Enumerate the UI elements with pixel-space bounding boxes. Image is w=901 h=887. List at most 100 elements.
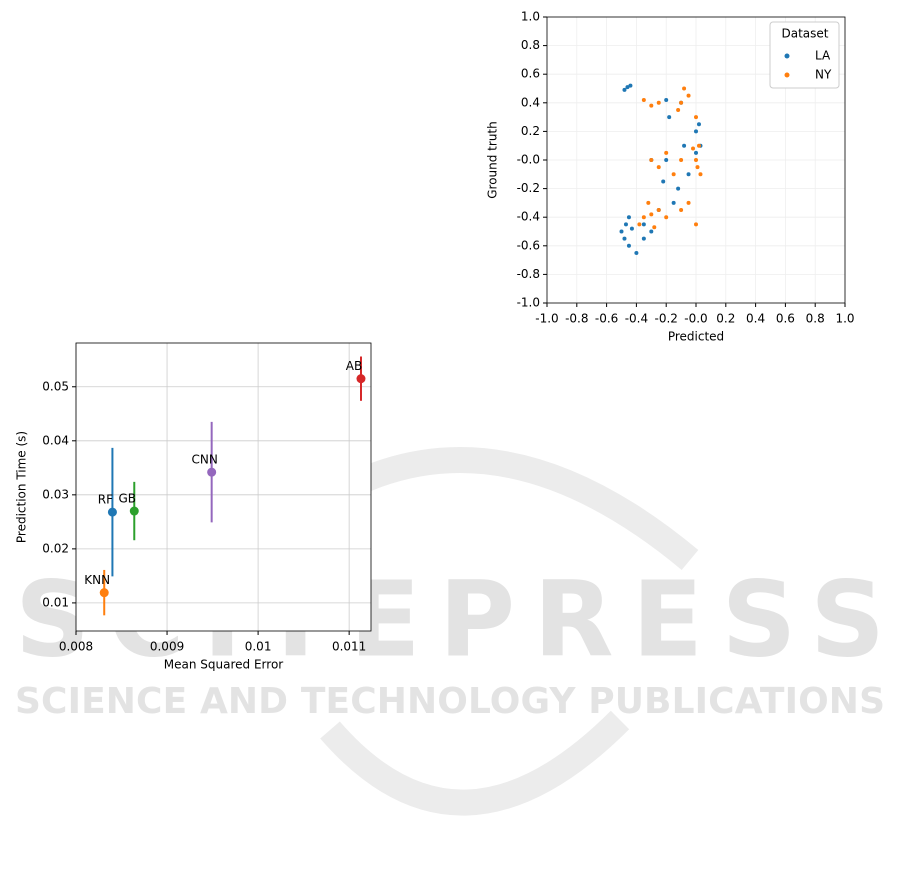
point <box>356 374 366 384</box>
point <box>129 506 139 516</box>
y-tick-label: -0.6 <box>517 238 540 252</box>
plot-frame <box>546 16 846 304</box>
point <box>694 115 698 120</box>
point <box>664 97 669 102</box>
point <box>207 467 217 477</box>
point <box>99 588 109 598</box>
x-tick-label: 0.6 <box>776 312 795 326</box>
point <box>686 200 691 205</box>
legend-marker <box>784 53 790 59</box>
point <box>661 179 666 184</box>
point <box>656 208 661 213</box>
y-tick-label: 0.03 <box>42 487 69 501</box>
point <box>641 215 646 220</box>
y-tick-label: 0.6 <box>521 67 540 81</box>
y-tick-label: -0.0 <box>517 153 540 167</box>
point <box>656 165 661 170</box>
watermark-swoosh <box>320 710 630 816</box>
point <box>626 215 631 220</box>
point <box>696 122 701 127</box>
point <box>107 507 117 517</box>
point <box>649 212 654 217</box>
point <box>698 172 703 177</box>
x-tick-label: 0.4 <box>746 312 765 326</box>
point <box>686 172 691 177</box>
legend-box <box>769 21 840 89</box>
point <box>695 165 700 170</box>
y-tick-label: -0.8 <box>517 267 540 281</box>
legend-label: NY <box>815 68 832 82</box>
x-tick-label: -1.0 <box>535 312 558 326</box>
y-tick-label: 0.2 <box>521 124 540 138</box>
point <box>694 150 698 155</box>
point <box>671 172 676 177</box>
point <box>625 85 630 90</box>
x-axis-label: Mean Squared Error <box>164 658 284 672</box>
y-axis-label: Ground truth <box>486 121 500 199</box>
x-tick-label: 0.009 <box>150 640 184 654</box>
point <box>622 87 627 92</box>
x-tick-label: 0.008 <box>59 640 93 654</box>
point <box>623 222 628 227</box>
point <box>694 222 698 227</box>
x-tick-label: -0.2 <box>654 312 677 326</box>
point <box>696 143 701 148</box>
y-tick-label: 0.8 <box>521 38 540 52</box>
point <box>679 158 684 162</box>
point <box>656 100 661 105</box>
point <box>649 158 654 162</box>
point <box>682 86 687 91</box>
x-tick-label: 0.011 <box>332 640 366 654</box>
point <box>671 200 676 205</box>
point <box>691 146 696 151</box>
point-label: AB <box>346 359 362 373</box>
point <box>641 97 646 102</box>
point <box>664 158 669 162</box>
point <box>667 115 672 120</box>
y-tick-label: 0.4 <box>521 95 540 109</box>
point <box>641 236 646 241</box>
point <box>652 225 657 230</box>
x-tick-label: 0.01 <box>245 640 272 654</box>
point <box>649 229 654 234</box>
x-tick-label: 0.2 <box>716 312 735 326</box>
plot-area <box>76 343 371 631</box>
x-tick-label: -0.4 <box>625 312 648 326</box>
point <box>641 222 646 227</box>
point <box>694 158 698 162</box>
point <box>646 200 651 205</box>
point <box>679 208 684 213</box>
x-tick-label: -0.8 <box>565 312 588 326</box>
y-tick-label: 0.02 <box>42 541 69 555</box>
point <box>686 93 691 98</box>
y-tick-label: -0.4 <box>517 210 540 224</box>
legend-title: Dataset <box>782 27 829 41</box>
legend-label: LA <box>815 49 831 63</box>
point <box>676 107 681 112</box>
point <box>649 103 654 108</box>
point <box>634 250 639 255</box>
point <box>664 150 669 155</box>
point <box>679 100 684 105</box>
point-label: GB <box>119 492 137 506</box>
x-tick-label: -0.6 <box>595 312 618 326</box>
legend-marker <box>784 72 790 78</box>
point-label: CNN <box>191 453 217 467</box>
y-tick-label: 1.0 <box>521 10 540 24</box>
point <box>619 229 624 234</box>
point-label: RF <box>98 493 113 507</box>
y-tick-label: 0.05 <box>42 379 69 393</box>
point <box>637 222 642 227</box>
point-label: KNN <box>84 573 110 587</box>
watermark-subtitle: SCIENCE AND TECHNOLOGY PUBLICATIONS <box>15 681 885 722</box>
point <box>664 215 669 220</box>
y-tick-label: 0.04 <box>42 433 69 447</box>
plot-frame <box>75 342 372 632</box>
y-tick-label: -1.0 <box>517 296 540 310</box>
y-tick-label: 0.01 <box>42 595 69 609</box>
point <box>628 83 633 88</box>
point <box>682 143 687 148</box>
x-tick-label: 0.8 <box>806 312 825 326</box>
x-tick-label: -0.0 <box>684 312 707 326</box>
